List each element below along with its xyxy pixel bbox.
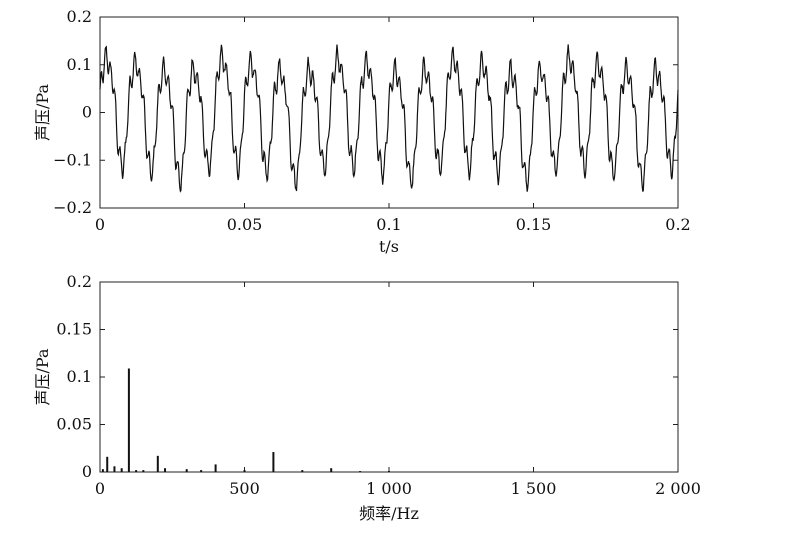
x-tick-label: 0.1 xyxy=(376,215,401,234)
y-axis-label: 声压/Pa xyxy=(33,84,52,141)
y-tick-label: −0.2 xyxy=(53,198,92,217)
y-tick-label: 0.05 xyxy=(56,415,92,434)
x-tick-label: 0.2 xyxy=(665,215,690,234)
y-tick-label: 0.2 xyxy=(67,272,92,291)
x-tick-label: 0 xyxy=(95,479,105,498)
x-tick-label: 0.15 xyxy=(516,215,552,234)
y-tick-label: −0.1 xyxy=(53,150,92,169)
y-axis-label: 声压/Pa xyxy=(33,348,52,405)
y-tick-label: 0.2 xyxy=(67,7,92,26)
y-tick-label: 0 xyxy=(82,103,92,122)
y-tick-label: 0.15 xyxy=(56,320,92,339)
x-tick-label: 1 000 xyxy=(366,479,412,498)
x-tick-label: 500 xyxy=(229,479,260,498)
y-tick-label: 0.1 xyxy=(67,55,92,74)
pressure-waveform-line xyxy=(99,44,679,193)
y-tick-label: 0.1 xyxy=(67,367,92,386)
time-domain-chart: 0 0.05 0.1 0.15 0.2 −0.2 −0.1 0 0.1 0.2 t/s 声压/Pa xyxy=(33,7,691,256)
x-tick-label: 0.05 xyxy=(227,215,263,234)
x-axis-label: 频率/Hz xyxy=(359,504,419,523)
x-tick-label: 0 xyxy=(95,215,105,234)
x-tick-label: 1 500 xyxy=(511,479,557,498)
y-tick-label: 0 xyxy=(82,462,92,481)
x-axis-label: t/s xyxy=(379,237,399,256)
frequency-spectrum-chart: 0 500 1 000 1 500 2 000 0 0.05 0.1 0.15 0.2 频率/Hz 声… xyxy=(33,272,701,523)
plot-frame xyxy=(99,281,679,473)
x-tick-label: 2 000 xyxy=(655,479,701,498)
